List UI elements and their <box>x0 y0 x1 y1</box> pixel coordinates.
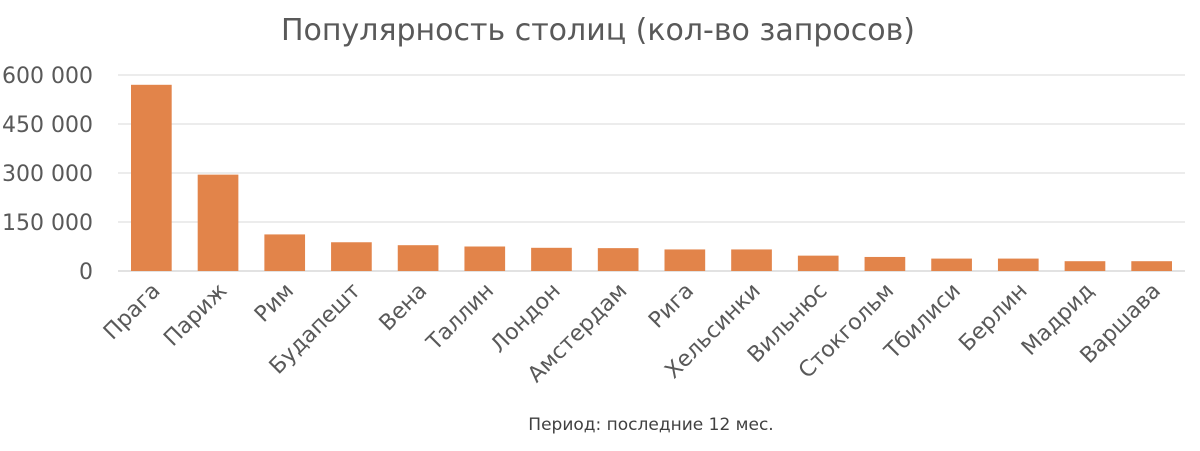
bar <box>331 242 372 271</box>
bar <box>864 256 906 271</box>
bar <box>197 174 239 271</box>
y-tick-label: 450 000 <box>2 113 93 138</box>
bar <box>1131 261 1172 271</box>
bar <box>797 255 839 271</box>
y-tick-label: 600 000 <box>2 64 93 89</box>
bar <box>531 247 572 271</box>
bar <box>131 84 172 271</box>
bar <box>397 245 439 271</box>
bars <box>131 84 1172 271</box>
bar <box>664 249 706 271</box>
x-tick-label: Рига <box>644 279 699 334</box>
x-tick-label: Париж <box>159 278 232 351</box>
bar <box>1064 261 1106 271</box>
bar <box>464 246 506 271</box>
x-tick-label: Прага <box>99 279 165 345</box>
y-tick-label: 300 000 <box>2 162 93 187</box>
x-tick-label: Вена <box>375 279 433 337</box>
bar <box>997 258 1039 271</box>
x-tick-label: Таллин <box>421 279 499 357</box>
bar <box>731 249 772 271</box>
x-tick-label: Рим <box>250 279 299 328</box>
bar <box>931 258 972 271</box>
y-tick-label: 150 000 <box>2 211 93 236</box>
chart-title: Популярность столиц (кол-во запросов) <box>281 13 915 48</box>
y-tick-label: 0 <box>79 260 93 285</box>
period-note: Период: последние 12 мес. <box>528 415 773 435</box>
y-axis-ticks: 0 150 000 300 000 450 000 600 000 <box>2 64 93 285</box>
bar <box>264 234 306 271</box>
bar <box>597 248 639 271</box>
